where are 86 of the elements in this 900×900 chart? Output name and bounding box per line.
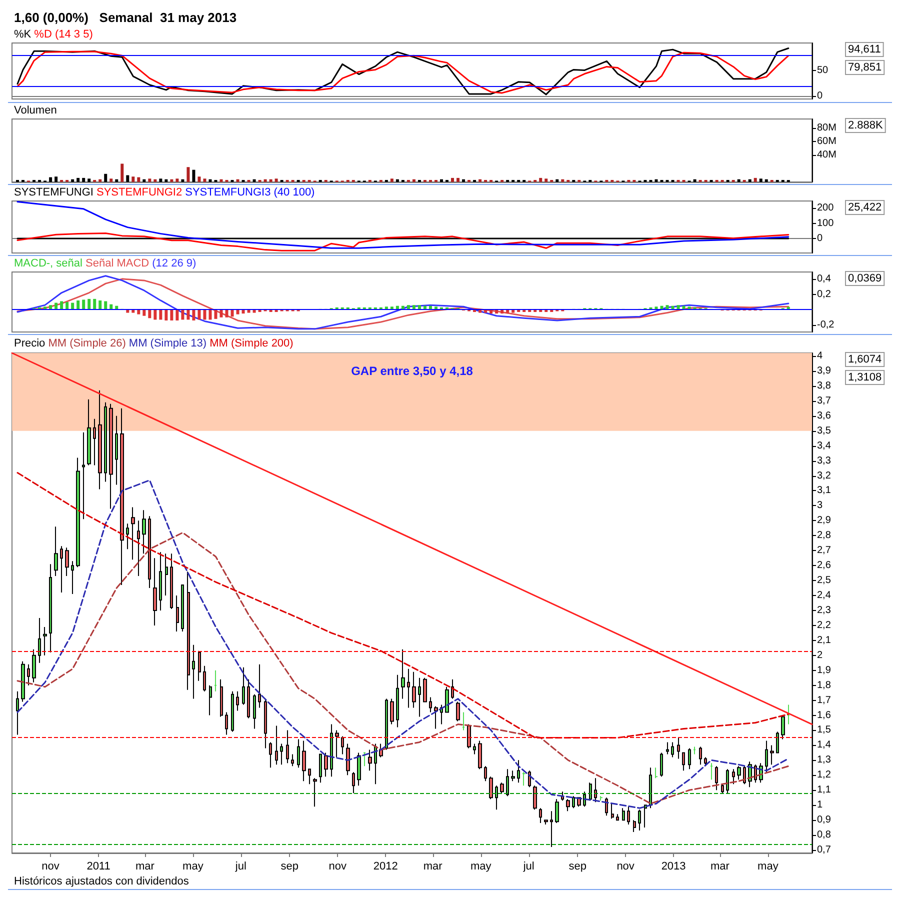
y-tick-label: 2,2 bbox=[817, 620, 832, 631]
x-tick-label: may bbox=[182, 860, 204, 872]
chart-title: Volumen bbox=[14, 104, 57, 116]
text: SYSTEMFUNGI3 bbox=[185, 186, 271, 198]
y-tick-label: 1,8 bbox=[817, 680, 832, 691]
x-tick-label: may bbox=[470, 860, 492, 872]
y-tick-label: 80M bbox=[817, 122, 836, 134]
y-tick-label: 3,8 bbox=[817, 380, 832, 392]
y-tick-label: 3,1 bbox=[817, 485, 832, 496]
y-tick-label: 60M bbox=[817, 136, 836, 147]
x-tick-label: jul bbox=[522, 860, 534, 872]
y-tick-label: 3 bbox=[817, 500, 823, 512]
y-tick-label: 1,4 bbox=[817, 740, 832, 751]
y-tick-label: 200 bbox=[817, 202, 834, 214]
y-tick-label: 2,5 bbox=[817, 575, 832, 586]
y-tick-label: 3,6 bbox=[817, 410, 832, 422]
x-tick-label: mar bbox=[710, 860, 730, 872]
y-tick-label: 2 bbox=[817, 650, 823, 661]
text: Históricos ajustados con dividendos bbox=[14, 876, 190, 888]
y-tick-label: 1,3 bbox=[817, 754, 832, 766]
text: MM (Simple 13) bbox=[128, 338, 207, 350]
x-tick-label: jul bbox=[234, 860, 246, 872]
x-tick-label: 2011 bbox=[86, 860, 110, 872]
y-tick-label: 0 bbox=[817, 233, 823, 244]
y-tick-label: 1,6 bbox=[817, 710, 832, 721]
y-tick-label: 3,5 bbox=[817, 425, 832, 436]
y-tick-label: 100 bbox=[817, 218, 834, 229]
y-tick-label: 0,8 bbox=[817, 830, 832, 841]
y-tick-label: 1 bbox=[817, 800, 823, 811]
y-tick-label: 2,4 bbox=[817, 590, 832, 602]
x-tick-label: sep bbox=[568, 860, 586, 872]
x-tick-label: nov bbox=[616, 860, 635, 872]
chart-subtitle: (14 3 5) bbox=[54, 28, 93, 40]
text: SYSTEMFUNGI bbox=[14, 186, 94, 198]
y-tick-label: 2,1 bbox=[817, 634, 832, 646]
y-tick-label: 0,7 bbox=[817, 844, 832, 856]
y-tick-label: 3,2 bbox=[817, 470, 832, 482]
y-tick-label: 2,9 bbox=[817, 515, 832, 526]
text: 25,422 bbox=[848, 202, 882, 214]
y-tick-label: 0,4 bbox=[817, 273, 832, 284]
x-tick-label: mar bbox=[423, 860, 443, 872]
y-tick-label: 2,3 bbox=[817, 604, 832, 616]
y-tick-label: -0,2 bbox=[817, 320, 835, 331]
series-label: %D bbox=[34, 28, 52, 40]
x-tick-label: 2012 bbox=[373, 860, 398, 872]
y-tick-label: 1,2 bbox=[817, 770, 832, 781]
y-tick-label: 3,4 bbox=[817, 440, 832, 452]
text: 1,3108 bbox=[848, 372, 882, 384]
x-tick-label: 2013 bbox=[661, 860, 686, 872]
y-tick-label: 4 bbox=[817, 350, 823, 362]
x-tick-label: may bbox=[758, 860, 779, 872]
x-tick-label: nov bbox=[328, 860, 348, 872]
chart-title: 1,60 (0,00%) Semanal 31 may 2013 bbox=[14, 10, 237, 25]
y-tick-label: 0,9 bbox=[817, 814, 832, 826]
series-label: Señal MACD bbox=[86, 258, 150, 270]
text: SYSTEMFUNGI2 bbox=[96, 186, 182, 198]
y-tick-label: 3,9 bbox=[817, 365, 832, 376]
text: Precio bbox=[14, 338, 46, 350]
text: 79,851 bbox=[848, 62, 882, 74]
text: MM (Simple 200) bbox=[210, 338, 294, 350]
y-tick-label: 2,8 bbox=[817, 530, 832, 542]
text: 1,6074 bbox=[848, 354, 882, 366]
y-tick-label: 50 bbox=[817, 65, 829, 76]
text: MACD-, señal bbox=[14, 258, 82, 270]
y-tick-label: 1,7 bbox=[817, 694, 832, 706]
y-tick-label: 1,9 bbox=[817, 664, 832, 676]
chart-subtitle: (40 100) bbox=[274, 186, 315, 198]
y-tick-label: 2,7 bbox=[817, 545, 832, 556]
y-tick-label: 0,2 bbox=[817, 288, 832, 300]
y-tick-label: 2,6 bbox=[817, 560, 832, 572]
y-tick-label: 1,5 bbox=[817, 724, 832, 736]
x-tick-label: nov bbox=[42, 860, 60, 872]
text: MM (Simple 26) bbox=[48, 338, 126, 350]
y-tick-label: 40M bbox=[817, 149, 836, 160]
y-tick-label: 3,7 bbox=[817, 395, 832, 406]
x-tick-label: sep bbox=[280, 860, 299, 872]
band-label: GAP entre 3,50 y 4,18 bbox=[351, 364, 474, 378]
text: 94,611 bbox=[848, 44, 881, 56]
x-tick-label: mar bbox=[135, 860, 155, 872]
chart-subtitle: (12 26 9) bbox=[152, 258, 196, 270]
y-tick-label: 0 bbox=[817, 90, 823, 102]
y-tick-label: 1,1 bbox=[817, 784, 832, 796]
text: 0,0369 bbox=[848, 272, 882, 284]
series-label: %K bbox=[14, 28, 32, 40]
y-tick-label: 3,3 bbox=[817, 455, 832, 466]
text: 2.888K bbox=[848, 120, 884, 132]
